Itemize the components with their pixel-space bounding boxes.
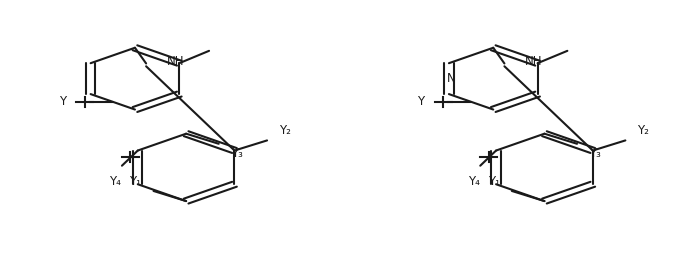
Text: NH: NH — [525, 55, 542, 68]
Text: Y: Y — [417, 95, 424, 108]
Text: NH: NH — [167, 55, 184, 68]
Text: Y₂: Y₂ — [637, 124, 649, 137]
Text: Y₂: Y₂ — [279, 124, 291, 137]
Text: N: N — [447, 72, 455, 85]
Text: Y₃: Y₃ — [231, 147, 243, 160]
Text: Y₄: Y₄ — [468, 175, 480, 188]
Text: Y₁: Y₁ — [488, 175, 500, 188]
Text: Y: Y — [59, 95, 66, 108]
Text: Y₄: Y₄ — [110, 175, 121, 188]
Text: Y₃: Y₃ — [589, 147, 601, 160]
Text: Y₁: Y₁ — [129, 175, 142, 188]
